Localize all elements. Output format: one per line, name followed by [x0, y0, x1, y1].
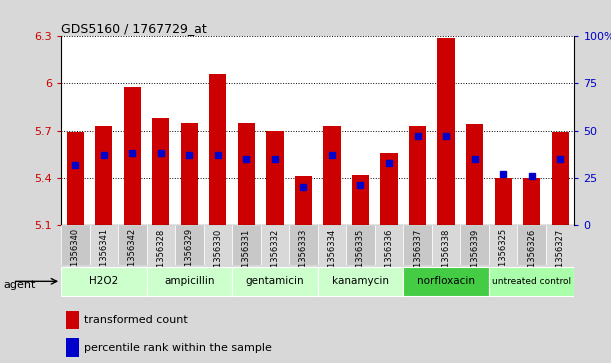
Bar — [346, 225, 375, 265]
Bar — [152, 118, 169, 225]
Bar — [66, 310, 79, 329]
Bar — [489, 266, 574, 296]
Bar — [210, 74, 227, 225]
Text: H2O2: H2O2 — [89, 276, 119, 286]
Text: GSM1356334: GSM1356334 — [327, 228, 337, 285]
Text: GSM1356338: GSM1356338 — [442, 228, 450, 285]
Bar — [67, 132, 84, 225]
Bar — [124, 87, 141, 225]
Bar — [318, 266, 403, 296]
Bar — [403, 266, 489, 296]
Bar — [261, 225, 289, 265]
Text: ampicillin: ampicillin — [164, 276, 214, 286]
Text: GSM1356327: GSM1356327 — [555, 228, 565, 285]
Text: norfloxacin: norfloxacin — [417, 276, 475, 286]
Bar — [494, 178, 511, 225]
Text: GSM1356341: GSM1356341 — [100, 228, 108, 284]
Text: kanamycin: kanamycin — [332, 276, 389, 286]
Bar — [323, 126, 340, 225]
Bar — [546, 225, 574, 265]
Bar — [238, 123, 255, 225]
Text: agent: agent — [3, 280, 35, 290]
Bar — [147, 225, 175, 265]
Text: GSM1356339: GSM1356339 — [470, 228, 479, 285]
Text: GSM1356336: GSM1356336 — [384, 228, 393, 285]
Bar — [552, 132, 569, 225]
Text: GDS5160 / 1767729_at: GDS5160 / 1767729_at — [61, 22, 207, 35]
Text: transformed count: transformed count — [84, 315, 188, 325]
Text: percentile rank within the sample: percentile rank within the sample — [84, 343, 272, 352]
Bar — [432, 225, 460, 265]
Bar — [318, 225, 346, 265]
Text: GSM1356337: GSM1356337 — [413, 228, 422, 285]
Bar — [409, 126, 426, 225]
Bar — [66, 338, 79, 357]
Bar — [147, 266, 232, 296]
Bar — [489, 225, 518, 265]
Bar — [352, 175, 369, 225]
Bar — [232, 225, 261, 265]
Text: gentamicin: gentamicin — [246, 276, 304, 286]
Bar — [381, 153, 398, 225]
Text: GSM1356340: GSM1356340 — [71, 228, 80, 284]
Bar — [375, 225, 403, 265]
Text: GSM1356333: GSM1356333 — [299, 228, 308, 285]
Text: GSM1356329: GSM1356329 — [185, 228, 194, 284]
Bar — [61, 225, 90, 265]
Bar — [437, 38, 455, 225]
Bar — [266, 131, 284, 225]
Bar — [61, 266, 147, 296]
Text: GSM1356325: GSM1356325 — [499, 228, 508, 284]
Bar — [118, 225, 147, 265]
Bar — [295, 176, 312, 225]
Bar — [466, 125, 483, 225]
Bar — [460, 225, 489, 265]
Text: GSM1356330: GSM1356330 — [213, 228, 222, 285]
Text: GSM1356331: GSM1356331 — [242, 228, 251, 285]
Text: GSM1356342: GSM1356342 — [128, 228, 137, 284]
Bar — [181, 123, 198, 225]
Bar — [175, 225, 203, 265]
Bar — [90, 225, 118, 265]
Bar — [203, 225, 232, 265]
Bar — [518, 225, 546, 265]
Bar — [232, 266, 318, 296]
Bar — [289, 225, 318, 265]
Bar — [95, 126, 112, 225]
Text: GSM1356335: GSM1356335 — [356, 228, 365, 285]
Text: GSM1356328: GSM1356328 — [156, 228, 166, 285]
Bar — [523, 178, 540, 225]
Text: GSM1356326: GSM1356326 — [527, 228, 536, 285]
Text: untreated control: untreated control — [492, 277, 571, 286]
Text: GSM1356332: GSM1356332 — [271, 228, 279, 285]
Bar — [403, 225, 432, 265]
